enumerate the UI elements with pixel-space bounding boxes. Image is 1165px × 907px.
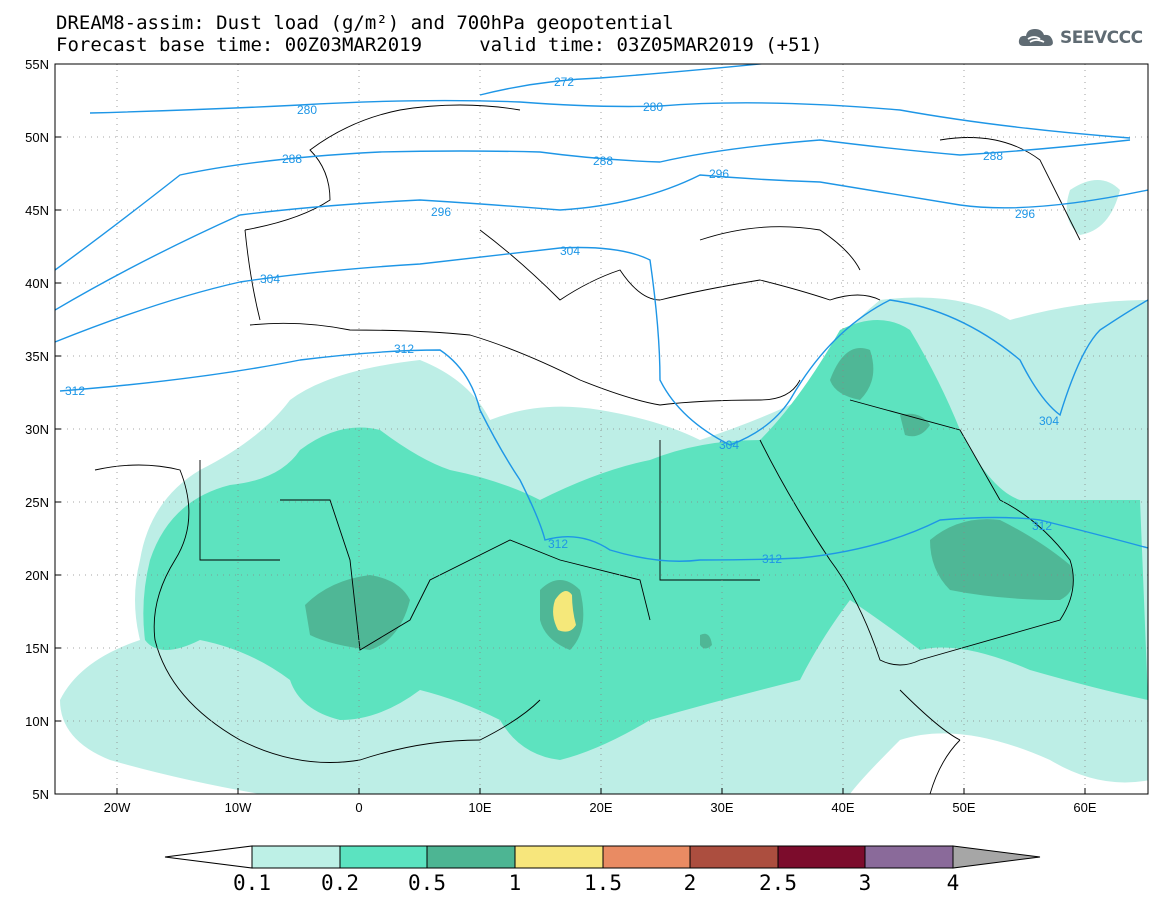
dust-layer-max (553, 591, 576, 632)
lon-label: 10W (225, 800, 252, 815)
contour-label: 312 (1032, 519, 1052, 533)
lat-label: 30N (25, 422, 49, 437)
contour-labels: 272 280 280 288 288 288 296 296 296 304 … (65, 75, 1059, 566)
lat-label: 55N (25, 57, 49, 72)
contour-label: 272 (554, 75, 574, 89)
map-title: DREAM8-assim: Dust load (g/m²) and 700hP… (56, 12, 674, 34)
contour-label: 280 (297, 103, 317, 117)
lon-label: 20W (104, 800, 131, 815)
lat-label: 20N (25, 568, 49, 583)
seevccc-logo: SEEVCCC (1018, 26, 1143, 50)
lat-label: 10N (25, 714, 49, 729)
contour-label: 304 (260, 272, 280, 286)
lon-label: 40E (831, 800, 854, 815)
contour-label: 296 (1015, 207, 1035, 221)
contour-label: 288 (983, 149, 1003, 163)
lat-label: 25N (25, 495, 49, 510)
dust-layer-medium (143, 320, 1148, 760)
contour-label: 288 (593, 154, 613, 168)
cloud-icon (1018, 29, 1053, 46)
lon-label: 60E (1073, 800, 1096, 815)
geopotential-contours (55, 64, 1148, 562)
lat-label: 40N (25, 276, 49, 291)
contour-280 (89, 99, 1131, 139)
contour-label: 288 (282, 152, 302, 166)
contour-272 (479, 64, 767, 96)
contour-label: 304 (719, 438, 739, 452)
lat-label: 45N (25, 203, 49, 218)
lon-label: 10E (468, 800, 491, 815)
longitude-labels: 20W 10W 0 10E 20E 30E 40E 50E 60E (104, 800, 1097, 815)
contour-304 (55, 246, 1148, 446)
logo-text: SEEVCCC (1060, 28, 1143, 48)
lon-label: 50E (952, 800, 975, 815)
contour-label: 312 (548, 537, 568, 551)
graticule (55, 64, 1148, 794)
contour-label: 304 (1039, 414, 1059, 428)
contour-label: 312 (394, 342, 414, 356)
lon-label: 0 (355, 800, 362, 815)
latitude-labels: 55N 50N 45N 40N 35N 30N 25N 20N 15N 10N … (25, 57, 49, 802)
contour-label: 296 (431, 205, 451, 219)
dust-layer-heavy (305, 348, 1074, 650)
forecast-times: Forecast base time: 00Z03MAR2019 valid t… (56, 34, 823, 56)
contour-label: 312 (65, 384, 85, 398)
contour-296 (55, 174, 1148, 311)
lat-label: 15N (25, 641, 49, 656)
lat-label: 5N (32, 787, 49, 802)
contour-label: 280 (643, 100, 663, 114)
axis-ticks (55, 63, 1086, 794)
lat-label: 50N (25, 130, 49, 145)
lat-label: 35N (25, 349, 49, 364)
contour-label: 304 (560, 244, 580, 258)
lon-label: 20E (589, 800, 612, 815)
lon-label: 30E (710, 800, 733, 815)
contour-label: 296 (709, 167, 729, 181)
contour-288 (55, 139, 1131, 271)
contour-label: 312 (762, 552, 782, 566)
contour-312 (59, 349, 1148, 562)
